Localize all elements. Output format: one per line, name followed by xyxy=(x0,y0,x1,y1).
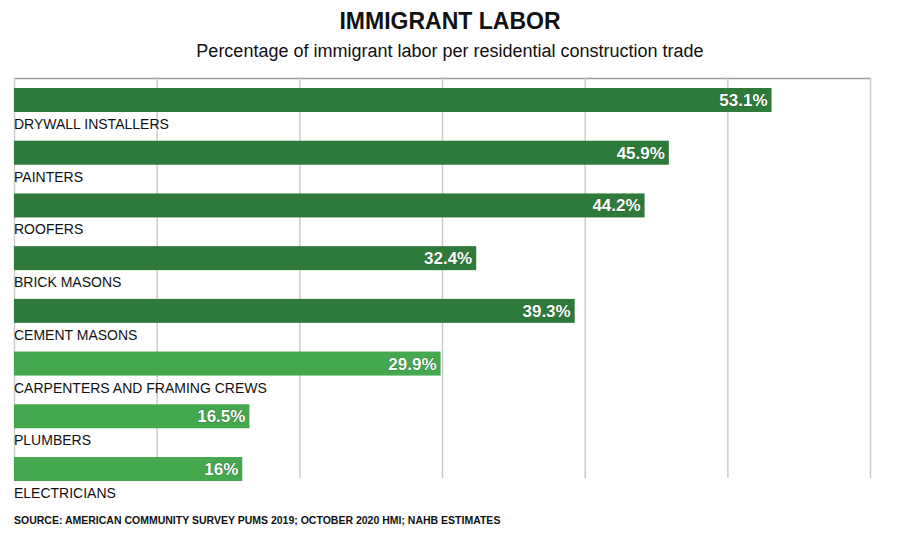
tick xyxy=(727,78,728,478)
bar xyxy=(14,352,441,376)
grid-line xyxy=(727,78,729,478)
data-labels: 53.1% 45.9% 44.2% 32.4% 39.3% 29.9% 16.5% 16% xyxy=(197,91,767,479)
bar xyxy=(14,404,249,428)
data-label: 32.4% xyxy=(424,249,472,268)
bar xyxy=(14,141,669,165)
category-label: BRICK MASONS xyxy=(14,274,121,290)
x-axis xyxy=(15,78,871,478)
grid-line xyxy=(870,78,872,478)
tick xyxy=(299,78,300,478)
data-label: 29.9% xyxy=(388,355,436,374)
chart: IMMIGRANT LABOR Percentage of immigrant l… xyxy=(0,0,900,541)
tick xyxy=(870,78,871,478)
data-label: 16% xyxy=(204,460,238,479)
bar xyxy=(14,246,476,270)
bar xyxy=(14,299,575,323)
data-label: 45.9% xyxy=(617,144,665,163)
category-label: DRYWALL INSTALLERS xyxy=(14,116,169,132)
category-label: PLUMBERS xyxy=(14,432,91,448)
data-label: 53.1% xyxy=(719,91,767,110)
tick xyxy=(442,78,443,478)
data-label: 44.2% xyxy=(592,196,640,215)
bars xyxy=(14,88,772,481)
data-label: 39.3% xyxy=(522,302,570,321)
category-label: CARPENTERS AND FRAMING CREWS xyxy=(14,380,267,396)
category-labels: DRYWALL INSTALLERS PAINTERS ROOFERS BRICK M… xyxy=(14,116,267,501)
tick xyxy=(585,78,586,478)
category-label: PAINTERS xyxy=(14,169,83,185)
grid-line xyxy=(442,78,444,478)
bar xyxy=(14,88,772,112)
source: SOURCE: AMERICAN COMMUNITY SURVEY PUMS 2… xyxy=(14,514,500,526)
category-label: ELECTRICIANS xyxy=(14,485,116,501)
grid-line xyxy=(584,78,586,478)
subtitle: Percentage of immigrant labor per reside… xyxy=(196,41,703,61)
title: IMMIGRANT LABOR xyxy=(339,8,560,34)
bar xyxy=(14,193,645,217)
bar xyxy=(14,457,242,481)
category-label: ROOFERS xyxy=(14,221,83,237)
grid-line xyxy=(299,78,301,478)
data-label: 16.5% xyxy=(197,407,245,426)
category-label: CEMENT MASONS xyxy=(14,327,137,343)
